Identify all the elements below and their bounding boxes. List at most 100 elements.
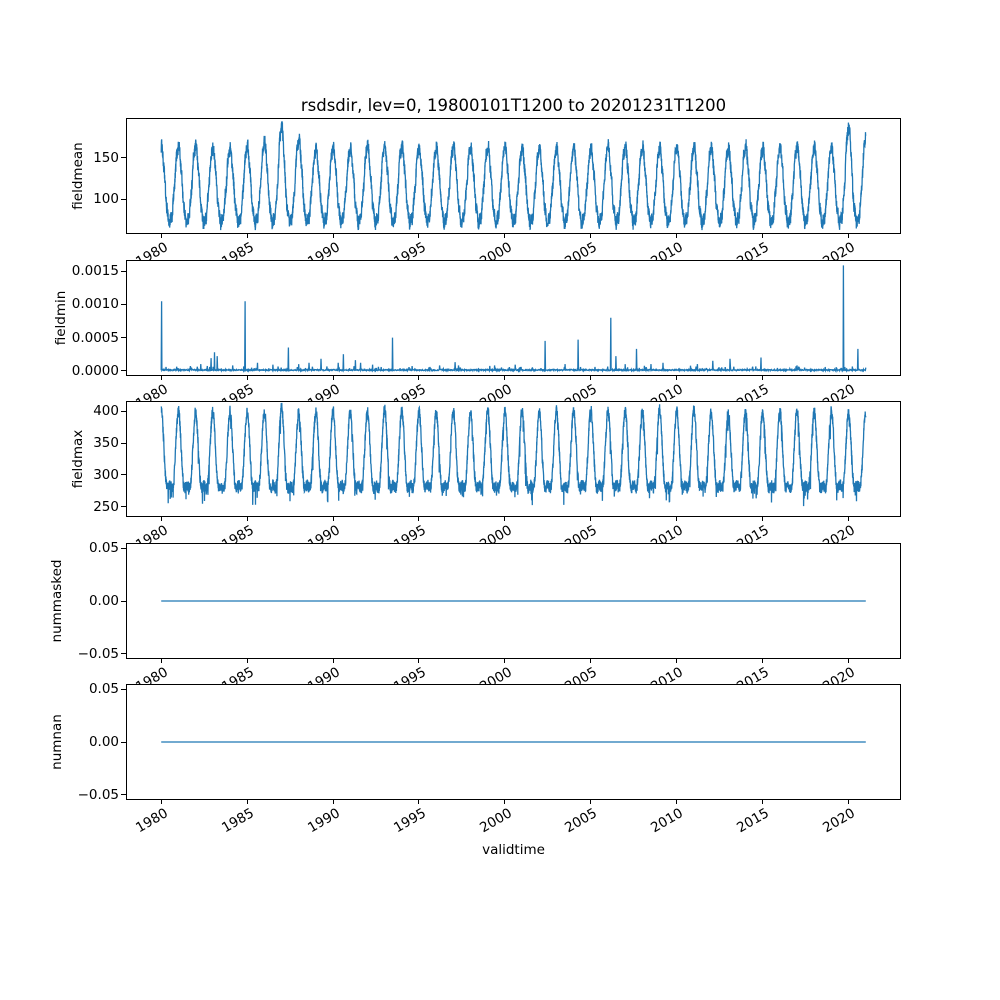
x-tick-mark — [160, 234, 162, 238]
y-tick-mark — [121, 600, 126, 602]
x-tick-mark — [504, 800, 506, 804]
y-tick-label: 0.0015 — [71, 263, 119, 280]
y-tick-mark — [121, 270, 126, 272]
x-tick-mark — [246, 234, 248, 238]
x-tick-mark — [332, 517, 334, 521]
x-tick-label-text: 1980 — [132, 239, 171, 260]
y-tick-label: 0.0010 — [71, 296, 119, 313]
x-tick-label-text: 1980 — [132, 522, 171, 543]
panel-border-fieldmean — [126, 118, 901, 234]
x-tick-label-text: 2000 — [476, 381, 515, 401]
x-tick-label-text: 2020 — [820, 805, 859, 837]
x-tick-label-text: 2005 — [562, 805, 601, 837]
y-tick-label: 100 — [93, 191, 119, 208]
x-tick-mark — [418, 517, 420, 521]
x-tick-label-text: 1980 — [132, 664, 171, 684]
y-tick-label: 0.00 — [88, 734, 119, 750]
x-tick-mark — [676, 659, 678, 663]
x-tick-label-text: 1985 — [218, 522, 257, 543]
y-tick-label: 0.0005 — [71, 329, 119, 346]
y-tick-mark — [121, 506, 126, 508]
y-tick-mark — [121, 741, 126, 743]
x-tick-mark — [332, 234, 334, 238]
x-tick-label-text: 2015 — [734, 381, 773, 401]
x-tick-mark — [762, 659, 764, 663]
x-tick-mark — [332, 659, 334, 663]
x-tick-label-text: 1995 — [390, 381, 429, 401]
x-tick-label-text: 2015 — [734, 805, 773, 837]
x-tick-label-text: 2000 — [476, 664, 515, 684]
x-axis-label: validtime — [482, 842, 545, 858]
x-tick-label-text: 1995 — [390, 805, 429, 837]
y-tick-label: 0.0000 — [71, 362, 119, 379]
x-tick-strip: 1980 1985 1990 1995 2000 2005 2010 2015 2020 — [0, 800, 1000, 850]
x-tick-label-text: 2000 — [476, 522, 515, 543]
plot-area-fieldmean — [126, 118, 901, 234]
figure-title: rsdsdir, lev=0, 19800101T1200 to 2020123… — [300, 96, 727, 115]
x-tick-label-text: 1995 — [390, 239, 429, 260]
x-tick-label-text: 1985 — [218, 805, 257, 837]
y-tick-label: 150 — [93, 149, 119, 166]
y-tick-label: 350 — [93, 435, 119, 452]
x-tick-mark — [762, 800, 764, 804]
x-tick-mark — [504, 376, 506, 380]
x-tick-mark — [246, 659, 248, 663]
x-tick-label-text: 1980 — [132, 805, 171, 837]
y-tick-label: 400 — [93, 403, 119, 420]
y-tick-mark — [121, 653, 126, 655]
x-tick-mark — [332, 800, 334, 804]
x-tick-mark — [160, 376, 162, 380]
panel-border-nummasked — [126, 543, 901, 659]
y-tick-mark — [121, 157, 126, 159]
x-tick-mark — [676, 234, 678, 238]
x-tick-label-text: 2015 — [734, 664, 773, 684]
x-tick-label-text: 1990 — [304, 381, 343, 401]
x-tick-label-text: 2010 — [648, 381, 687, 401]
x-tick-label-text: 2020 — [820, 522, 859, 543]
plot-area-numnan — [126, 684, 901, 800]
x-tick-mark — [160, 800, 162, 804]
x-tick-label-text: 1990 — [304, 805, 343, 837]
x-tick-label-text: 2005 — [562, 381, 601, 401]
series-line-fieldmax — [160, 402, 867, 507]
x-tick-label-text: 1980 — [132, 381, 171, 401]
y-tick-label: −0.05 — [77, 645, 119, 662]
y-tick-label: 0.05 — [88, 681, 119, 698]
series-line-fieldmean — [160, 121, 867, 231]
x-tick-label-text: 2020 — [820, 664, 859, 684]
x-tick-mark — [590, 234, 592, 238]
y-tick-label: 0.05 — [88, 540, 119, 557]
y-tick-label: 250 — [93, 498, 119, 515]
x-tick-mark — [332, 376, 334, 380]
x-tick-mark — [246, 517, 248, 521]
plot-area-fieldmin — [126, 260, 901, 376]
x-tick-mark — [848, 376, 850, 380]
x-tick-label-text: 2005 — [562, 664, 601, 684]
plot-area-nummasked — [126, 543, 901, 659]
x-tick-label-text: 1995 — [390, 664, 429, 684]
x-tick-strip: 1980 1985 1990 1995 2000 2005 2010 2015 2020 — [0, 376, 1000, 401]
x-tick-strip: 1980 1985 1990 1995 2000 2005 2010 2015 2020 — [0, 659, 1000, 684]
y-tick-mark — [121, 370, 126, 372]
x-tick-strip: 1980 1985 1990 1995 2000 2005 2010 2015 2020 — [0, 517, 1000, 543]
x-tick-mark — [590, 376, 592, 380]
x-tick-mark — [762, 376, 764, 380]
x-tick-label-text: 2010 — [648, 805, 687, 837]
x-tick-label-text: 1990 — [304, 664, 343, 684]
x-tick-label-text: 2000 — [476, 805, 515, 837]
x-tick-mark — [590, 800, 592, 804]
panel-border-fieldmin — [126, 260, 901, 376]
y-tick-label: 300 — [93, 466, 119, 483]
y-tick-label: −0.05 — [77, 786, 119, 803]
x-tick-strip: 1980 1985 1990 1995 2000 2005 2010 2015 2020 — [0, 234, 1000, 260]
x-tick-mark — [848, 517, 850, 521]
plot-area-fieldmax — [126, 401, 901, 517]
x-tick-mark — [762, 234, 764, 238]
series-line-fieldmin — [160, 265, 867, 374]
x-tick-mark — [418, 234, 420, 238]
x-tick-mark — [848, 234, 850, 238]
x-tick-label-text: 2010 — [648, 239, 687, 260]
x-tick-mark — [676, 517, 678, 521]
x-tick-mark — [590, 517, 592, 521]
